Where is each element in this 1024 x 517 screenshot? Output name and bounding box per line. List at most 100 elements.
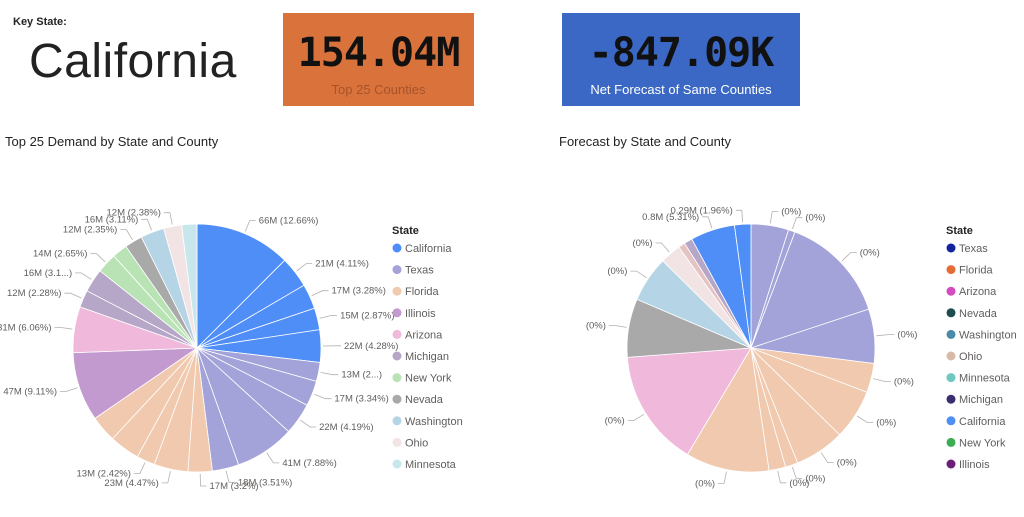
demand-pie-data-label: 12M (2.38%) <box>107 208 161 219</box>
forecast-pie-legend-marker[interactable] <box>946 329 956 339</box>
demand-pie-legend-item[interactable]: Washington <box>405 416 463 428</box>
net-forecast-card[interactable]: -847.09K Net Forecast of Same Counties <box>562 13 800 106</box>
forecast-pie-leader-line <box>735 209 743 223</box>
demand-pie-leader-line <box>296 263 313 272</box>
demand-pie-legend-item[interactable]: Minnesota <box>405 459 457 471</box>
demand-pie-leader-line <box>120 229 133 241</box>
demand-pie-data-label: 41M (7.88%) <box>282 458 336 469</box>
forecast-pie-leader-line <box>820 452 834 464</box>
forecast-pie-data-label: (0%) <box>860 248 880 259</box>
demand-pie-legend-marker[interactable] <box>392 286 402 296</box>
demand-pie-data-label: 22M (4.28%) <box>344 341 398 352</box>
forecast-pie-legend-item[interactable]: California <box>959 416 1006 428</box>
demand-pie-data-label: 13M (2.42%) <box>77 469 131 480</box>
forecast-pie-legend-marker[interactable] <box>946 286 956 296</box>
demand-pie-legend-marker[interactable] <box>392 394 402 404</box>
forecast-pie-legend-marker[interactable] <box>946 243 956 253</box>
forecast-pie-slice[interactable] <box>686 346 770 473</box>
demand-pie-legend-item[interactable]: Florida <box>405 286 440 298</box>
demand-pie-leader-line <box>320 372 339 376</box>
forecast-pie-data-label: (0%) <box>605 416 625 427</box>
forecast-pie-legend-item[interactable]: Texas <box>959 243 988 255</box>
demand-pie-slice[interactable] <box>196 223 286 349</box>
demand-pie-legend-item[interactable]: Michigan <box>405 351 449 363</box>
demand-pie-legend-item[interactable]: Nevada <box>405 394 444 406</box>
forecast-pie-legend-marker[interactable] <box>946 351 956 361</box>
demand-pie-data-label: 13M (2...) <box>341 370 382 381</box>
demand-pie-legend-item[interactable]: Illinois <box>405 308 436 320</box>
forecast-pie-leader-line <box>627 413 645 422</box>
demand-pie-data-label: 16M (3.1...) <box>24 268 73 279</box>
demand-pie-data-label: 18M (3.51%) <box>238 477 292 488</box>
forecast-pie-legend-marker[interactable] <box>946 437 956 447</box>
forecast-pie-data-label: (0%) <box>897 330 917 341</box>
forecast-pie-data-label: (0%) <box>876 418 896 429</box>
demand-pie-leader-line <box>244 220 256 232</box>
demand-pie-data-label: 12M (2.35%) <box>63 225 117 236</box>
forecast-pie-data-label: (0%) <box>695 478 715 489</box>
demand-pie-leader-line <box>161 471 171 484</box>
demand-pie-legend-marker[interactable] <box>392 265 402 275</box>
demand-pie-data-label: 22M (4.19%) <box>319 422 373 433</box>
demand-pie-legend-item[interactable]: New York <box>405 373 452 385</box>
forecast-pie-leader-line <box>718 471 727 484</box>
demand-pie-legend-marker[interactable] <box>392 351 402 361</box>
forecast-pie-leader-line <box>791 466 803 479</box>
forecast-pie-legend-item[interactable]: Michigan <box>959 394 1003 406</box>
forecast-pie-slice[interactable] <box>626 347 752 456</box>
demand-pie-legend-item[interactable]: Ohio <box>405 437 428 449</box>
forecast-pie-legend-marker[interactable] <box>946 373 956 383</box>
demand-pie-leader-line <box>75 272 92 280</box>
demand-pie-legend-marker[interactable] <box>392 243 402 253</box>
demand-pie-data-label: 31M (6.06%) <box>0 322 52 333</box>
demand-pie-legend-marker[interactable] <box>392 329 402 339</box>
forecast-pie-legend-item[interactable]: Arizona <box>959 286 997 298</box>
forecast-pie-legend-marker[interactable] <box>946 459 956 469</box>
forecast-pie-legend-marker[interactable] <box>946 308 956 318</box>
demand-pie-slice[interactable] <box>181 223 198 349</box>
forecast-pie-legend-title: State <box>946 225 973 237</box>
demand-pie-legend-marker[interactable] <box>392 416 402 426</box>
demand-pie-legend-marker[interactable] <box>392 373 402 383</box>
key-state-label: Key State: <box>13 16 67 28</box>
forecast-pie-legend-item[interactable]: New York <box>959 437 1006 449</box>
forecast-pie-data-label: (0%) <box>586 321 606 332</box>
forecast-pie-leader-line <box>702 216 713 229</box>
demand-pie-leader-line <box>199 473 207 487</box>
net-forecast-caption: Net Forecast of Same Counties <box>590 82 772 97</box>
top-counties-value: 154.04M <box>297 30 461 76</box>
demand-pie-leader-line <box>60 387 78 392</box>
demand-pie-legend-marker[interactable] <box>392 437 402 447</box>
demand-pie-legend-item[interactable]: California <box>405 243 452 255</box>
demand-pie-data-label: 15M (2.87%) <box>340 311 394 322</box>
demand-pie-legend-item[interactable]: Arizona <box>405 329 443 341</box>
forecast-pie-legend-marker[interactable] <box>946 416 956 426</box>
net-forecast-value: -847.09K <box>588 30 775 76</box>
demand-pie-leader-line <box>163 212 173 225</box>
demand-pie-leader-line <box>141 218 152 231</box>
forecast-pie-slice[interactable] <box>733 223 752 349</box>
forecast-pie-data-label: (0%) <box>837 458 857 469</box>
forecast-pie-legend-item[interactable]: Illinois <box>959 459 990 471</box>
demand-pie-data-label: 17M (3.2%) <box>210 481 259 492</box>
demand-pie-data-label: 16M (3.11%) <box>85 214 139 225</box>
demand-pie-legend-item[interactable]: Texas <box>405 265 434 277</box>
demand-pie-legend-marker[interactable] <box>392 308 402 318</box>
forecast-pie-data-label: 0.8M (5.31%) <box>642 212 699 223</box>
forecast-pie-legend-item[interactable]: Minnesota <box>959 373 1011 385</box>
demand-pie-legend-marker[interactable] <box>392 459 402 469</box>
forecast-pie-data-label: (0%) <box>894 377 914 388</box>
forecast-pie-leader-line <box>873 378 891 382</box>
forecast-pie-legend-item[interactable]: Florida <box>959 265 994 277</box>
forecast-pie-legend-marker[interactable] <box>946 394 956 404</box>
demand-pie-leader-line <box>300 419 317 428</box>
forecast-pie-legend-item[interactable]: Washington <box>959 329 1017 341</box>
demand-pie-data-label: 66M (12.66%) <box>259 216 319 227</box>
demand-pie-leader-line <box>54 326 73 330</box>
forecast-pie-legend-item[interactable]: Nevada <box>959 308 998 320</box>
forecast-pie-legend-item[interactable]: Ohio <box>959 351 982 363</box>
forecast-pie-slice[interactable] <box>750 231 870 349</box>
forecast-pie-legend-marker[interactable] <box>946 265 956 275</box>
top-counties-card[interactable]: 154.04M Top 25 Counties <box>283 13 474 106</box>
demand-pie-data-label: 47M (9.11%) <box>3 387 57 398</box>
